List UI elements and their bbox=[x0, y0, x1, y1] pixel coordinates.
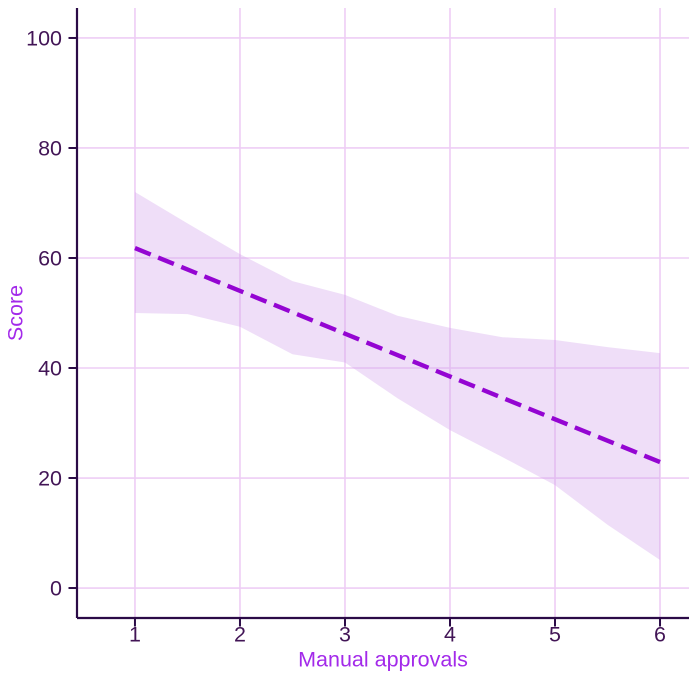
x-tick-label-4: 4 bbox=[444, 623, 456, 647]
y-tick-label-20: 20 bbox=[38, 467, 62, 491]
y-tick-label-80: 80 bbox=[38, 136, 62, 160]
x-tick-label-5: 5 bbox=[549, 623, 561, 647]
y-tick-label-100: 100 bbox=[26, 26, 62, 50]
y-tick-label-0: 0 bbox=[50, 577, 62, 601]
x-tick-label-6: 6 bbox=[654, 623, 666, 647]
x-axis-title: Manual approvals bbox=[298, 647, 468, 672]
y-axis-title: Score bbox=[3, 284, 28, 342]
y-tick-label-40: 40 bbox=[38, 357, 62, 381]
x-tick-label-2: 2 bbox=[234, 623, 246, 647]
x-tick-label-1: 1 bbox=[129, 623, 141, 647]
y-tick-label-60: 60 bbox=[38, 246, 62, 270]
confidence-band bbox=[134, 191, 661, 560]
x-tick-label-3: 3 bbox=[339, 623, 351, 647]
regression-line bbox=[134, 246, 661, 465]
